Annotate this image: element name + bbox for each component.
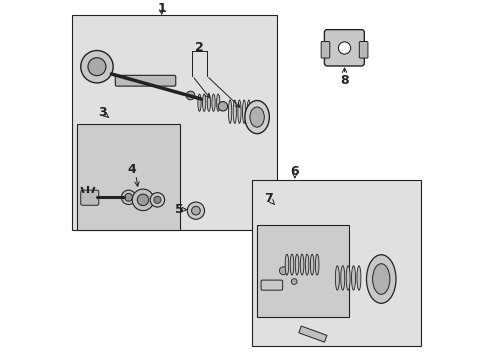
Text: 3: 3 [98, 106, 106, 119]
Polygon shape [298, 326, 326, 342]
Ellipse shape [295, 254, 298, 275]
Ellipse shape [372, 264, 389, 294]
Ellipse shape [351, 266, 355, 290]
Bar [251, 180, 420, 346]
Circle shape [81, 50, 113, 83]
Circle shape [124, 193, 132, 201]
Circle shape [279, 267, 287, 275]
FancyBboxPatch shape [115, 75, 175, 86]
Ellipse shape [237, 100, 241, 123]
Ellipse shape [198, 94, 201, 111]
Ellipse shape [249, 107, 264, 127]
FancyBboxPatch shape [81, 190, 99, 205]
Ellipse shape [216, 94, 220, 111]
Ellipse shape [310, 254, 313, 275]
Circle shape [88, 58, 106, 76]
Text: 2: 2 [195, 41, 203, 54]
Ellipse shape [285, 254, 288, 275]
Ellipse shape [207, 94, 210, 111]
Text: 5: 5 [174, 203, 183, 216]
Circle shape [186, 91, 194, 100]
Ellipse shape [305, 254, 308, 275]
Ellipse shape [211, 94, 215, 111]
Ellipse shape [346, 266, 349, 290]
Ellipse shape [315, 254, 318, 275]
Circle shape [338, 42, 350, 54]
Bar [72, 14, 276, 230]
Circle shape [191, 206, 200, 215]
FancyBboxPatch shape [359, 41, 367, 58]
Text: 7: 7 [264, 192, 273, 205]
Ellipse shape [335, 266, 339, 290]
Circle shape [132, 189, 154, 211]
Bar [257, 225, 348, 317]
Circle shape [150, 193, 164, 207]
Circle shape [137, 194, 148, 206]
Text: 4: 4 [127, 163, 136, 176]
Ellipse shape [247, 100, 250, 123]
Circle shape [154, 196, 161, 203]
Ellipse shape [242, 100, 245, 123]
Ellipse shape [228, 100, 231, 123]
Ellipse shape [300, 254, 303, 275]
Circle shape [218, 102, 227, 111]
Circle shape [121, 190, 136, 204]
Ellipse shape [289, 254, 293, 275]
Circle shape [291, 279, 296, 284]
Text: 1: 1 [157, 2, 166, 15]
Ellipse shape [202, 94, 205, 111]
Ellipse shape [244, 100, 269, 134]
Ellipse shape [356, 266, 360, 290]
FancyBboxPatch shape [261, 280, 282, 290]
Ellipse shape [366, 255, 395, 303]
FancyBboxPatch shape [324, 30, 364, 66]
Text: 6: 6 [290, 165, 299, 177]
Text: 8: 8 [340, 73, 348, 86]
Bar [77, 124, 180, 230]
Circle shape [187, 202, 204, 219]
Ellipse shape [340, 266, 344, 290]
FancyBboxPatch shape [321, 41, 329, 58]
Ellipse shape [233, 100, 236, 123]
